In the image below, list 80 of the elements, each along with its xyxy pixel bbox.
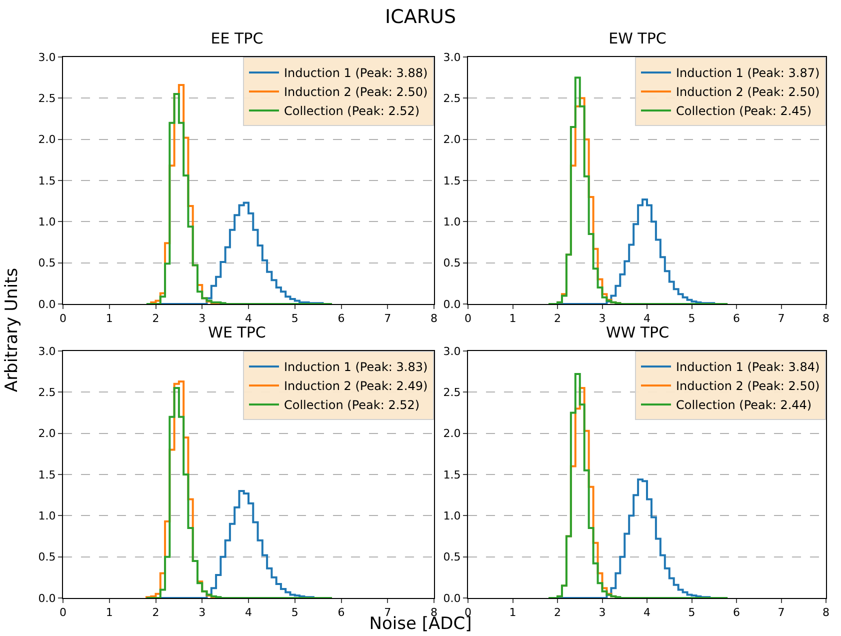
y-tick-label: 2.5 xyxy=(443,386,461,400)
y-tick-label: 1.0 xyxy=(443,216,461,229)
x-tick-label: 0 xyxy=(464,312,472,326)
x-tick-label: 0 xyxy=(60,606,66,620)
x-tick-label: 2 xyxy=(152,606,160,620)
y-axis-title: Arbitrary Units xyxy=(2,268,22,392)
legend-label: Induction 1 (Peak: 3.83) xyxy=(284,360,428,374)
y-tick-label: 0.0 xyxy=(38,298,56,311)
y-tick-label: 2.0 xyxy=(38,133,56,146)
y-tick-label: 0.0 xyxy=(443,592,461,605)
y-tick-label: 2.5 xyxy=(443,92,461,106)
text: ICARUS xyxy=(384,6,458,28)
y-tick-label: 1.5 xyxy=(443,174,461,188)
y-tick-label: 3.0 xyxy=(38,50,56,64)
x-tick-label: 6 xyxy=(338,606,345,620)
y-tick-label: 1.5 xyxy=(38,468,56,482)
legend-label: Induction 1 (Peak: 3.87) xyxy=(676,66,820,80)
chart-title: WW TPC xyxy=(606,324,670,342)
x-tick-label: 1 xyxy=(509,606,516,620)
x-tick-label: 1 xyxy=(106,606,113,620)
x-tick-label: 6 xyxy=(733,312,740,326)
y-tick-label: 2.0 xyxy=(38,427,56,440)
x-tick-label: 2 xyxy=(554,312,561,326)
legend-label: Collection (Peak: 2.52) xyxy=(284,104,420,118)
y-tick-label: 0.0 xyxy=(38,592,56,605)
y-tick-label: 0.5 xyxy=(38,256,56,270)
y-tick-label: 0.5 xyxy=(443,550,461,564)
legend-label: Induction 1 (Peak: 3.84) xyxy=(676,360,820,374)
y-tick-label: 3.0 xyxy=(443,50,461,64)
x-tick-label: 0 xyxy=(60,312,66,326)
legend-label: Induction 2 (Peak: 2.50) xyxy=(284,85,428,100)
chart-title: WE TPC xyxy=(208,324,266,342)
legend-label: Induction 2 (Peak: 2.50) xyxy=(676,379,820,394)
chart-title: EW TPC xyxy=(608,30,666,48)
x-tick-label: 3 xyxy=(598,606,606,620)
y-tick-label: 1.0 xyxy=(443,510,461,523)
x-tick-label: 3 xyxy=(198,606,206,620)
y-tick-label: 2.5 xyxy=(38,92,56,106)
y-tick-label: 0.5 xyxy=(443,256,461,270)
x-tick-label: 4 xyxy=(245,606,252,620)
x-tick-label: 7 xyxy=(384,312,392,326)
x-tick-label: 5 xyxy=(291,606,298,620)
legend-label: Collection (Peak: 2.45) xyxy=(676,104,812,118)
x-tick-label: 2 xyxy=(152,312,160,326)
x-tick-label: 7 xyxy=(384,606,392,620)
chart-title: EE TPC xyxy=(210,30,264,48)
x-tick-label: 2 xyxy=(554,606,561,620)
y-tick-label: 2.5 xyxy=(38,386,56,400)
legend-label: Induction 1 (Peak: 3.88) xyxy=(284,66,428,80)
x-tick-label: 8 xyxy=(822,312,830,326)
x-tick-label: 4 xyxy=(245,312,252,326)
x-tick-label: 4 xyxy=(644,606,650,620)
x-tick-label: 3 xyxy=(598,312,606,326)
x-tick-label: 6 xyxy=(338,312,345,326)
y-tick-label: 1.5 xyxy=(443,468,461,482)
y-tick-label: 0.0 xyxy=(443,298,461,311)
x-tick-label: 7 xyxy=(778,606,785,620)
x-tick-label: 4 xyxy=(644,312,650,326)
x-tick-label: 5 xyxy=(688,606,696,620)
legend-label: Induction 2 (Peak: 2.49) xyxy=(284,379,428,394)
y-tick-label: 2.0 xyxy=(443,133,461,146)
y-tick-label: 0.5 xyxy=(38,550,56,564)
x-tick-label: 6 xyxy=(733,606,740,620)
x-tick-label: 8 xyxy=(822,606,830,620)
legend-label: Collection (Peak: 2.52) xyxy=(284,398,420,412)
y-tick-label: 1.5 xyxy=(38,174,56,188)
x-tick-label: 5 xyxy=(688,312,696,326)
y-tick-label: 3.0 xyxy=(38,344,56,358)
x-tick-label: 5 xyxy=(291,312,298,326)
x-tick-label: 1 xyxy=(106,312,113,326)
y-tick-label: 1.0 xyxy=(38,510,56,523)
x-tick-label: 7 xyxy=(778,312,785,326)
legend-label: Induction 2 (Peak: 2.50) xyxy=(676,85,820,100)
x-tick-label: 3 xyxy=(198,312,206,326)
y-tick-label: 1.0 xyxy=(38,216,56,229)
x-tick-label: 8 xyxy=(430,312,438,326)
x-tick-label: 1 xyxy=(509,312,516,326)
y-tick-label: 2.0 xyxy=(443,427,461,440)
legend-label: Collection (Peak: 2.44) xyxy=(676,398,812,412)
y-tick-label: 3.0 xyxy=(443,344,461,358)
